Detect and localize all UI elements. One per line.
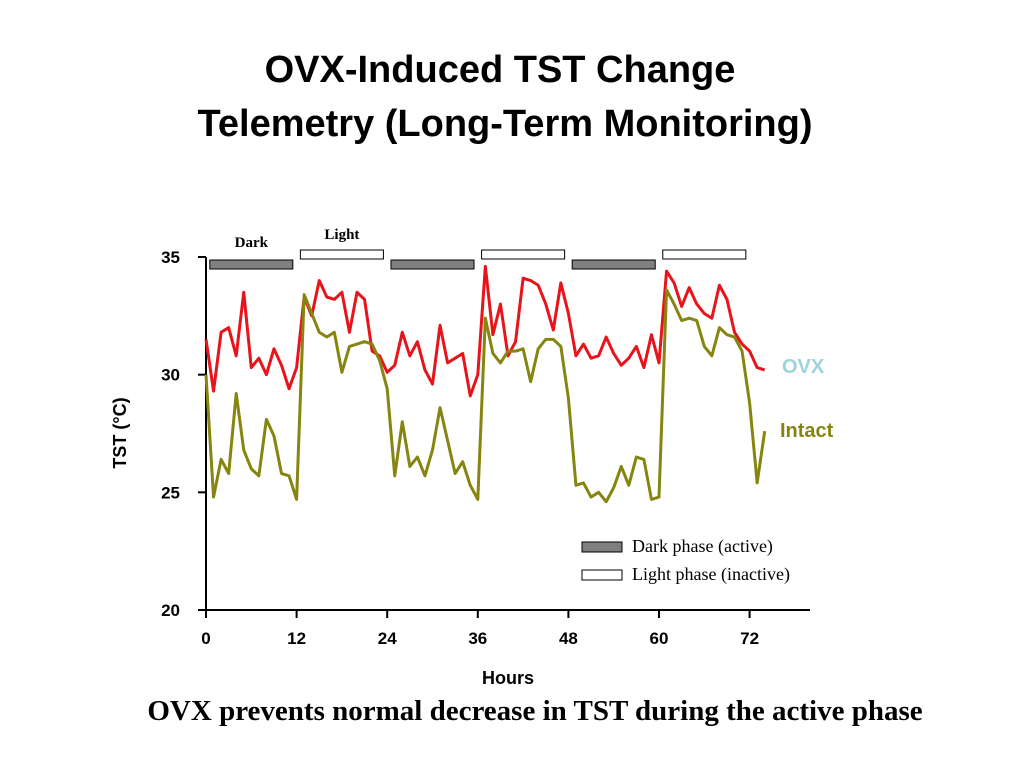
legend-swatch xyxy=(581,569,623,581)
phase-label: Dark xyxy=(235,235,269,251)
caption: OVX prevents normal decrease in TST duri… xyxy=(147,695,922,727)
dark-phase-bar xyxy=(209,259,294,270)
phase-label: Light xyxy=(324,227,359,243)
title-line: Telemetry (Long-Term Monitoring) xyxy=(197,103,812,145)
light-phase-bar xyxy=(299,249,384,260)
series-line xyxy=(204,264,766,398)
x-tick-label: 24 xyxy=(378,629,397,648)
legend-label: Dark phase (active) xyxy=(632,536,773,557)
series-label: Intact xyxy=(780,420,834,442)
y-tick-label: 35 xyxy=(161,248,180,267)
x-axis-label: Hours xyxy=(482,668,534,688)
y-tick-label: 25 xyxy=(161,483,180,502)
x-tick-label: 0 xyxy=(201,629,210,648)
legend-swatch xyxy=(581,541,623,553)
x-tick-label: 72 xyxy=(740,629,759,648)
x-tick-label: 12 xyxy=(287,629,306,648)
x-tick-label: 36 xyxy=(468,629,487,648)
light-phase-bar xyxy=(481,249,566,260)
series-label: OVX xyxy=(782,356,825,378)
y-tick-label: 30 xyxy=(161,366,180,385)
title-line: OVX-Induced TST Change xyxy=(265,49,736,91)
x-tick-label: 48 xyxy=(559,629,578,648)
dark-phase-bar xyxy=(571,259,656,270)
legend-label: Light phase (inactive) xyxy=(632,564,790,585)
dark-phase-bar xyxy=(390,259,475,270)
x-tick-label: 60 xyxy=(650,629,669,648)
y-axis-label: TST (°C) xyxy=(110,397,130,468)
series-line xyxy=(204,288,767,504)
y-tick-label: 20 xyxy=(161,601,180,620)
light-phase-bar xyxy=(662,249,747,260)
